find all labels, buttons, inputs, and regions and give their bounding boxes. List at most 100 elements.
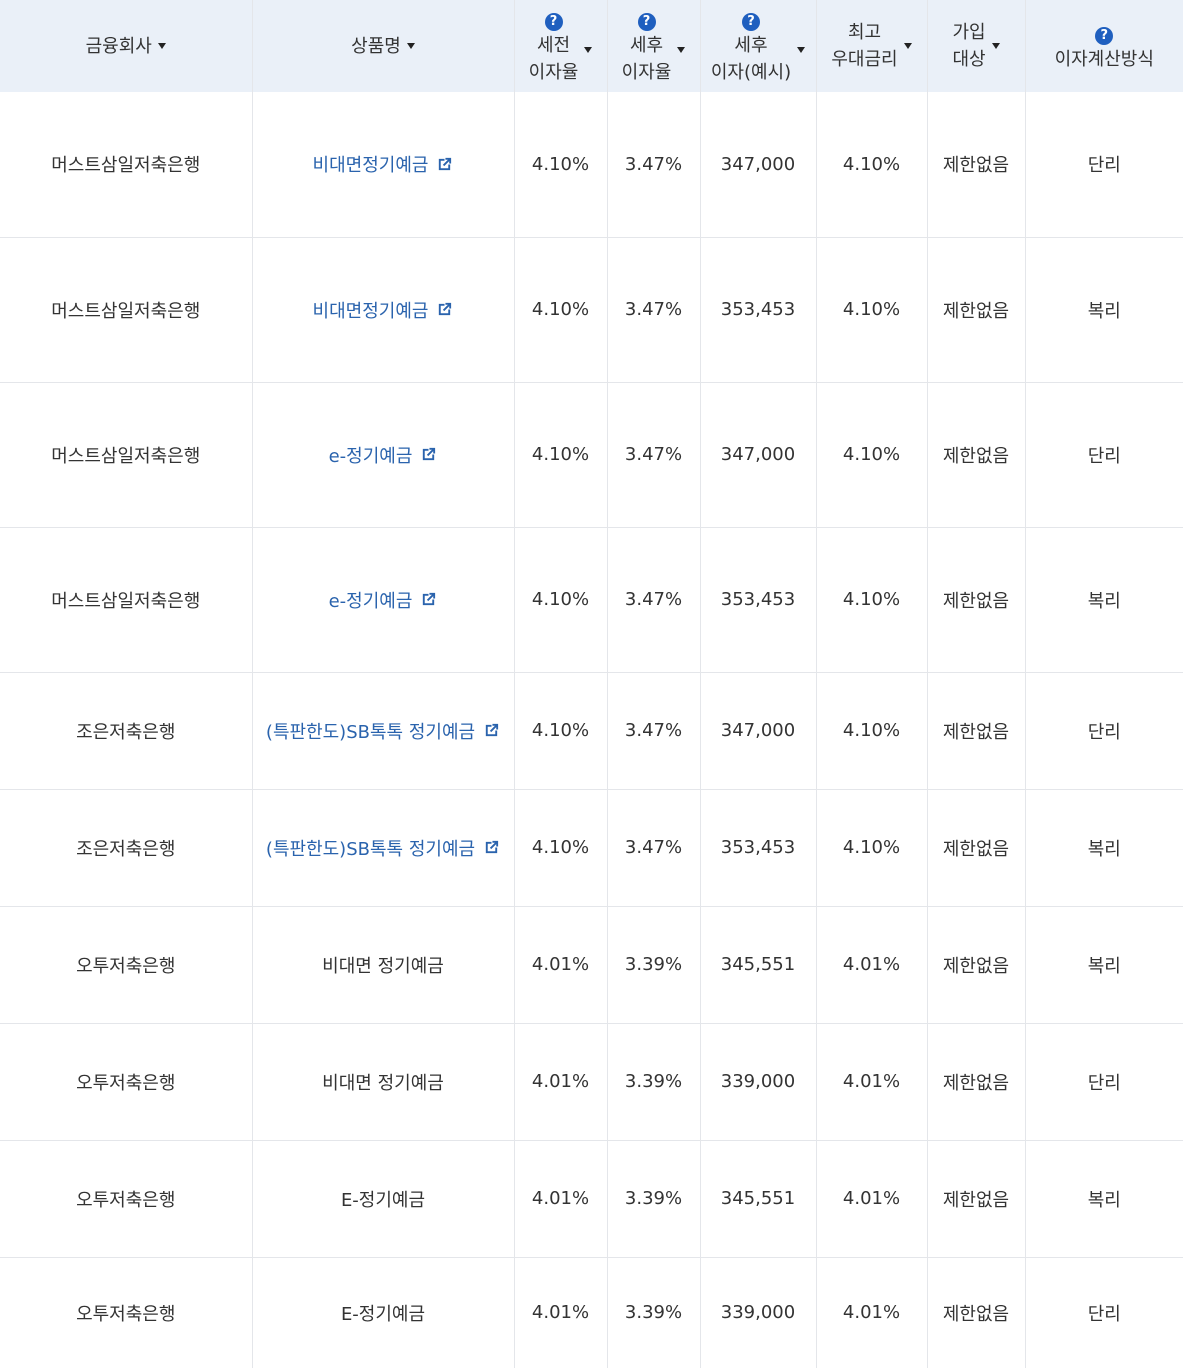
header-max-line1: 최고 xyxy=(847,22,882,43)
product-cell-text: E-정기예금 xyxy=(340,1303,426,1325)
caret-down-icon[interactable] xyxy=(903,43,912,49)
eligibility-cell-text: 제한없음 xyxy=(942,155,1010,177)
pre-tax-rate-cell-text: 4.10% xyxy=(531,299,590,320)
post-tax-rate-cell-text: 3.47% xyxy=(624,153,683,175)
product-cell: (특판한도)SB톡톡 정기예금 xyxy=(252,788,515,906)
caret-down-icon[interactable] xyxy=(797,46,806,53)
product-link[interactable]: e-정기예금 xyxy=(329,442,438,468)
header-product-label: 상품명 xyxy=(351,35,401,57)
question-circle-icon[interactable]: ? xyxy=(741,13,760,31)
header-pre-tax-line2: 이자율 xyxy=(528,62,579,83)
post-tax-rate-cell-text: 3.47% xyxy=(624,720,683,741)
max-rate-cell-text: 4.01% xyxy=(842,954,901,975)
post-tax-interest-cell-text: 339,000 xyxy=(720,1071,796,1092)
post-tax-rate-cell-text: 3.47% xyxy=(624,299,683,320)
question-circle-icon[interactable]: ? xyxy=(1095,26,1114,45)
question-circle-icon[interactable]: ? xyxy=(637,13,656,31)
max-rate-cell: 4.10% xyxy=(816,526,928,672)
caret-down-icon[interactable] xyxy=(406,43,415,49)
external-link-icon[interactable] xyxy=(420,446,437,463)
product-cell: e-정기예금 xyxy=(252,381,515,527)
calc-method-cell: 단리 xyxy=(1025,92,1183,237)
product-link[interactable]: (특판한도)SB톡톡 정기예금 xyxy=(266,835,500,861)
product-link[interactable]: (특판한도)SB톡톡 정기예금 xyxy=(266,718,500,744)
bank-cell-text: 머스트삼일저축은행 xyxy=(51,445,201,467)
table-header: 금융회사 상품명 ? 세전 이자율 xyxy=(0,0,1183,92)
eligibility-cell: 제한없음 xyxy=(927,671,1026,789)
post-tax-rate-cell-text: 3.39% xyxy=(624,1188,683,1209)
bank-cell: 조은저축은행 xyxy=(0,788,253,906)
header-pre-tax-line1: 세전 xyxy=(536,35,571,56)
eligibility-cell-text: 제한없음 xyxy=(942,1072,1010,1094)
product-link-label: e-정기예금 xyxy=(328,590,413,612)
product-link[interactable]: e-정기예금 xyxy=(329,587,438,613)
max-rate-cell: 4.10% xyxy=(816,92,928,237)
bank-cell: 조은저축은행 xyxy=(0,671,253,789)
header-post-tax-interest[interactable]: ? 세후 이자(예시) xyxy=(700,0,817,92)
pre-tax-rate-cell: 4.10% xyxy=(514,526,608,672)
external-link-icon[interactable] xyxy=(436,301,453,318)
post-tax-rate-cell: 3.47% xyxy=(607,788,701,906)
post-tax-interest-cell: 353,453 xyxy=(700,526,817,672)
header-max-rate[interactable]: 최고 우대금리 xyxy=(816,0,928,92)
post-tax-rate-cell: 3.47% xyxy=(607,92,701,237)
bank-cell: 오투저축은행 xyxy=(0,1256,253,1368)
header-elig-line2: 대상 xyxy=(952,49,986,70)
product-cell: E-정기예금 xyxy=(252,1256,515,1368)
eligibility-cell: 제한없음 xyxy=(927,1139,1026,1257)
max-rate-cell: 4.10% xyxy=(816,671,928,789)
bank-cell: 오투저축은행 xyxy=(0,1022,253,1140)
external-link-icon[interactable] xyxy=(420,591,437,608)
max-rate-cell-text: 4.10% xyxy=(842,589,901,610)
calc-method-cell-text: 복리 xyxy=(1087,955,1121,977)
calc-method-cell: 복리 xyxy=(1025,236,1183,382)
pre-tax-rate-cell: 4.01% xyxy=(514,1256,608,1368)
product-link[interactable]: 비대면정기예금 xyxy=(313,151,454,177)
caret-down-icon[interactable] xyxy=(584,46,593,53)
max-rate-cell-text: 4.10% xyxy=(842,837,901,858)
caret-down-icon[interactable] xyxy=(677,46,686,53)
header-pre-tax-rate[interactable]: ? 세전 이자율 xyxy=(514,0,608,92)
product-cell: 비대면정기예금 xyxy=(252,236,515,382)
header-calc-method: ? 이자계산방식 xyxy=(1025,0,1183,92)
table-row: 오투저축은행 비대면 정기예금 4.01% 3.39% 345,551 4.01% 제한없음… xyxy=(0,905,1183,1023)
calc-method-cell-text: 단리 xyxy=(1087,445,1121,467)
post-tax-interest-cell: 339,000 xyxy=(700,1022,817,1140)
eligibility-cell: 제한없음 xyxy=(927,236,1026,382)
header-eligibility[interactable]: 가입 대상 xyxy=(927,0,1026,92)
max-rate-cell-text: 4.01% xyxy=(842,1302,901,1324)
header-bank[interactable]: 금융회사 xyxy=(0,0,253,92)
product-link[interactable]: 비대면정기예금 xyxy=(313,297,454,323)
table-row: 머스트삼일저축은행 비대면정기예금 4.10% 3.47% 347,000 4.10% 제한… xyxy=(0,92,1183,237)
product-cell-text: 비대면 정기예금 xyxy=(322,955,444,977)
caret-down-icon[interactable] xyxy=(157,43,166,49)
header-post-tax-rate[interactable]: ? 세후 이자율 xyxy=(607,0,701,92)
calc-method-cell-text: 단리 xyxy=(1087,1072,1121,1094)
calc-method-cell-text: 복리 xyxy=(1087,1189,1121,1211)
eligibility-cell-text: 제한없음 xyxy=(942,300,1010,322)
question-circle-icon[interactable]: ? xyxy=(544,13,563,31)
max-rate-cell-text: 4.10% xyxy=(842,720,901,741)
max-rate-cell-text: 4.10% xyxy=(842,299,901,320)
external-link-icon[interactable] xyxy=(436,156,453,173)
post-tax-rate-cell: 3.47% xyxy=(607,236,701,382)
external-link-icon[interactable] xyxy=(483,722,500,739)
bank-cell-text: 오투저축은행 xyxy=(76,1072,176,1094)
header-post-tax-line1: 세후 xyxy=(629,35,664,56)
header-product[interactable]: 상품명 xyxy=(252,0,515,92)
table-row: 머스트삼일저축은행 e-정기예금 4.10% 3.47% 347,000 4.10% 제한없… xyxy=(0,381,1183,527)
eligibility-cell-text: 제한없음 xyxy=(942,445,1010,467)
external-link-icon[interactable] xyxy=(483,839,500,856)
post-tax-interest-cell-text: 347,000 xyxy=(720,153,796,175)
post-tax-rate-cell-text: 3.39% xyxy=(624,954,683,975)
product-cell: E-정기예금 xyxy=(252,1139,515,1257)
post-tax-rate-cell: 3.39% xyxy=(607,1022,701,1140)
pre-tax-rate-cell: 4.01% xyxy=(514,1022,608,1140)
max-rate-cell: 4.01% xyxy=(816,1139,928,1257)
table-row: 오투저축은행 E-정기예금 4.01% 3.39% 339,000 4.01% 제한없음 단리 xyxy=(0,1256,1183,1368)
product-cell: 비대면 정기예금 xyxy=(252,1022,515,1140)
post-tax-rate-cell: 3.39% xyxy=(607,1139,701,1257)
post-tax-rate-cell-text: 3.47% xyxy=(624,837,683,858)
post-tax-rate-cell-text: 3.39% xyxy=(624,1071,683,1092)
caret-down-icon[interactable] xyxy=(991,43,1000,49)
